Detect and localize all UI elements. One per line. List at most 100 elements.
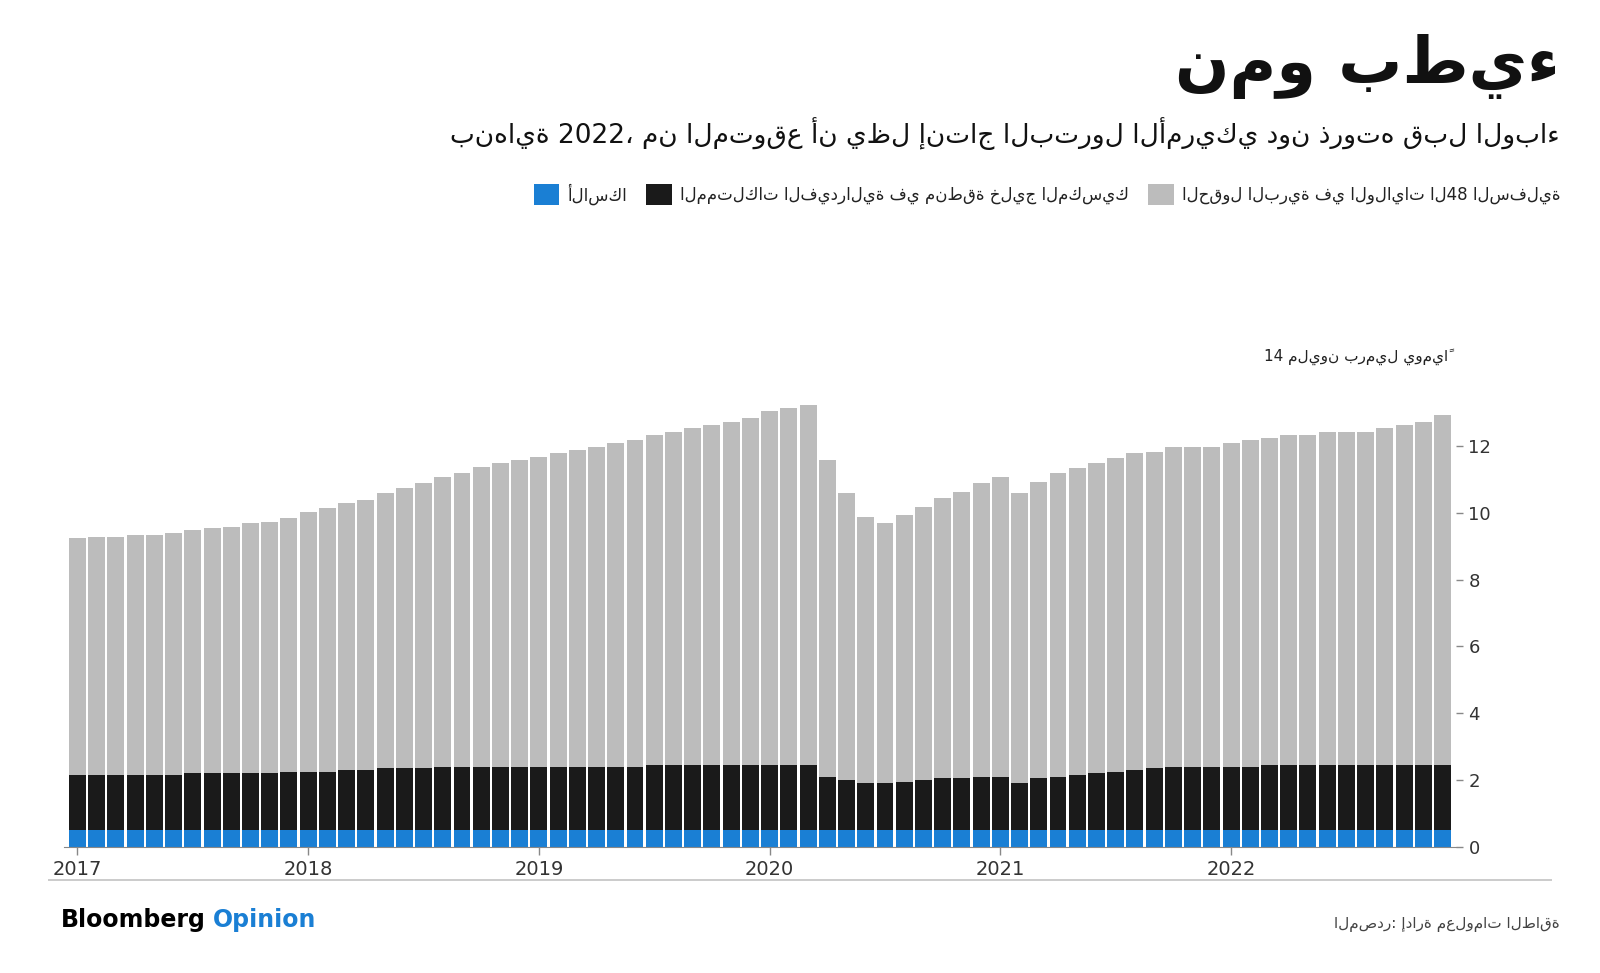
Bar xyxy=(1203,830,1221,847)
Bar xyxy=(858,830,874,847)
Bar xyxy=(608,443,624,767)
Bar xyxy=(299,512,317,772)
Bar xyxy=(1011,783,1029,830)
Bar xyxy=(357,770,374,830)
Bar xyxy=(877,783,893,830)
Bar xyxy=(1434,414,1451,765)
Text: الممتلكات الفيدرالية في منطقة خليج المكسيك: الممتلكات الفيدرالية في منطقة خليج المكس… xyxy=(680,186,1128,203)
Bar xyxy=(491,830,509,847)
Bar xyxy=(915,507,931,780)
Bar xyxy=(1146,830,1163,847)
Bar xyxy=(1318,830,1336,847)
Bar xyxy=(1069,830,1086,847)
Bar xyxy=(819,776,835,830)
Bar xyxy=(126,535,144,775)
Bar xyxy=(1126,770,1144,830)
Bar xyxy=(299,830,317,847)
Bar xyxy=(88,536,106,775)
Bar xyxy=(512,830,528,847)
Bar xyxy=(242,774,259,830)
Bar xyxy=(1338,830,1355,847)
Bar xyxy=(338,770,355,830)
Bar xyxy=(203,774,221,830)
Bar xyxy=(550,767,566,830)
Bar xyxy=(838,780,854,830)
Bar xyxy=(1030,482,1048,778)
Bar xyxy=(1299,765,1317,830)
Bar xyxy=(1280,765,1298,830)
Bar xyxy=(88,775,106,830)
Bar xyxy=(1318,765,1336,830)
Bar xyxy=(69,538,86,775)
Text: ألاسكا: ألاسكا xyxy=(568,184,627,205)
Bar xyxy=(896,515,912,781)
Bar xyxy=(434,767,451,830)
Bar xyxy=(261,774,278,830)
Bar xyxy=(1242,767,1259,830)
Bar xyxy=(742,418,758,765)
Bar xyxy=(414,769,432,830)
Bar xyxy=(1261,438,1278,765)
Bar xyxy=(472,466,490,767)
Bar xyxy=(1088,830,1106,847)
Bar xyxy=(453,767,470,830)
Bar xyxy=(1126,830,1144,847)
Bar xyxy=(704,765,720,830)
Bar xyxy=(589,447,605,767)
Bar xyxy=(1069,468,1086,775)
Bar xyxy=(184,774,202,830)
Bar xyxy=(1088,463,1106,774)
Bar xyxy=(589,767,605,830)
Bar xyxy=(1376,765,1394,830)
Bar xyxy=(299,772,317,830)
Bar xyxy=(280,519,298,772)
Bar xyxy=(646,435,662,765)
Bar xyxy=(1107,458,1125,772)
Bar xyxy=(1050,776,1067,830)
Bar xyxy=(954,830,970,847)
Bar xyxy=(646,765,662,830)
Bar xyxy=(1338,431,1355,765)
Bar xyxy=(395,830,413,847)
Bar xyxy=(1011,830,1029,847)
Bar xyxy=(877,523,893,783)
Bar xyxy=(318,508,336,772)
Bar xyxy=(646,830,662,847)
Bar xyxy=(1395,830,1413,847)
Bar xyxy=(1376,428,1394,765)
Bar xyxy=(222,774,240,830)
Bar xyxy=(1357,431,1374,765)
Bar xyxy=(762,412,778,765)
Bar xyxy=(1107,830,1125,847)
Bar xyxy=(550,453,566,767)
Bar xyxy=(395,488,413,769)
Bar xyxy=(472,830,490,847)
Bar xyxy=(1357,765,1374,830)
Bar xyxy=(512,460,528,767)
Bar xyxy=(222,526,240,774)
Bar xyxy=(1184,447,1202,767)
Bar xyxy=(203,528,221,774)
Text: Opinion: Opinion xyxy=(213,908,317,932)
Bar xyxy=(1261,765,1278,830)
Bar xyxy=(570,830,586,847)
Bar xyxy=(107,775,125,830)
Bar xyxy=(1242,830,1259,847)
Bar xyxy=(858,783,874,830)
Bar xyxy=(203,830,221,847)
Bar xyxy=(819,460,835,776)
Bar xyxy=(1261,830,1278,847)
Bar xyxy=(1146,451,1163,769)
Bar xyxy=(146,535,163,775)
Bar xyxy=(107,536,125,775)
Bar xyxy=(472,767,490,830)
Bar xyxy=(1069,775,1086,830)
Bar xyxy=(570,450,586,767)
Bar xyxy=(453,473,470,767)
Bar xyxy=(781,765,797,830)
Bar xyxy=(934,778,950,830)
Bar xyxy=(357,830,374,847)
Bar xyxy=(608,830,624,847)
Bar xyxy=(434,477,451,767)
Bar xyxy=(512,767,528,830)
